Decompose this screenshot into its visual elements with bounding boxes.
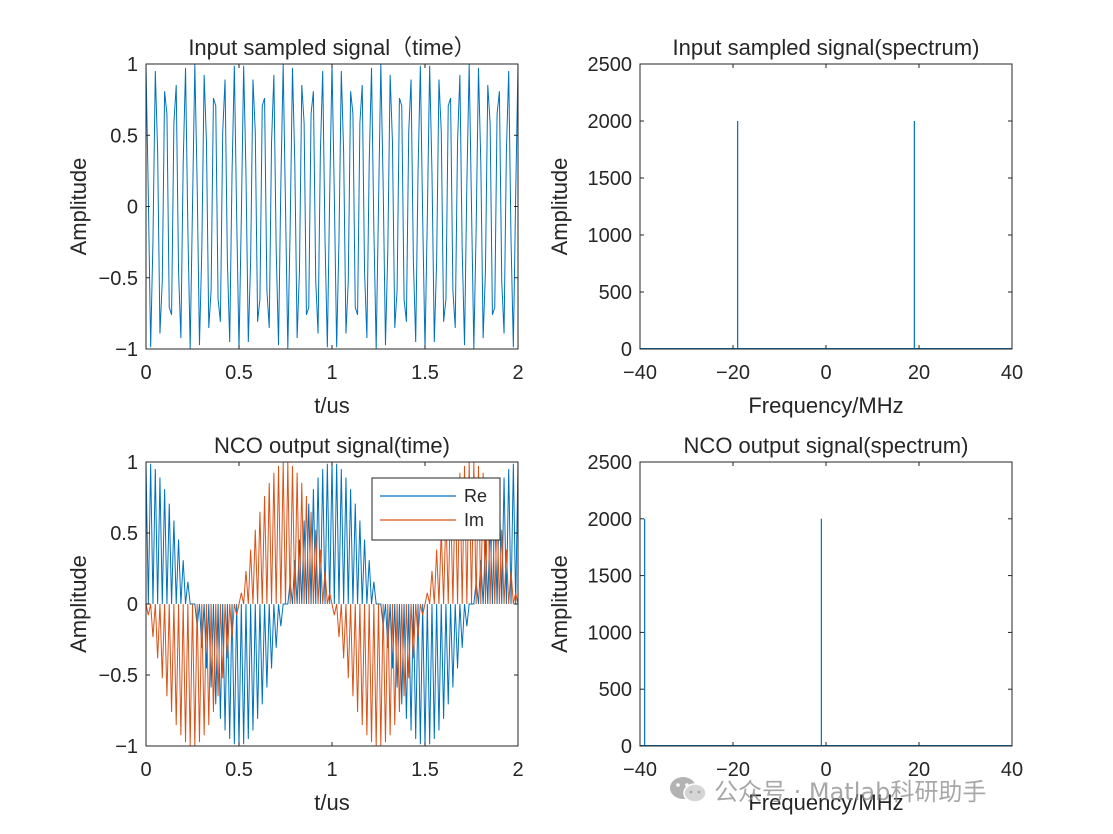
y-tick-label: 1 (127, 54, 138, 76)
x-tick-label: 0 (140, 759, 151, 781)
x-tick-label: 40 (1001, 759, 1023, 781)
x-tick-label: 2 (512, 759, 523, 781)
x-axis-label: t/us (314, 790, 349, 815)
x-axis-label: t/us (314, 393, 349, 418)
wechat-icon (670, 776, 707, 803)
y-tick-label: 0 (621, 339, 632, 361)
y-tick-label: 0 (127, 594, 138, 616)
y-axis-label: Amplitude (547, 555, 572, 653)
x-tick-label: 1 (326, 759, 337, 781)
y-tick-label: 0 (621, 736, 632, 758)
x-tick-label: 0 (140, 362, 151, 384)
plot-area (640, 462, 1012, 746)
y-axis-label: Amplitude (66, 158, 91, 256)
x-tick-label: 0.5 (225, 759, 253, 781)
y-tick-label: 0.5 (110, 523, 138, 545)
legend-label-re: Re (464, 486, 487, 506)
x-tick-label: 1 (326, 362, 337, 384)
chart-p4: −40 −20 0 20 40 0 500 1000 1500 2000 2500 NCO outpu… (547, 433, 1023, 815)
x-tick-label: −20 (716, 362, 750, 384)
y-tick-label: 1000 (588, 225, 633, 247)
x-tick-label: 2 (512, 362, 523, 384)
legend-box (371, 477, 501, 541)
plot-area (640, 64, 1012, 349)
y-tick-label: −1 (115, 736, 138, 758)
legend-label-im: Im (464, 510, 484, 530)
y-tick-label: 500 (599, 679, 632, 701)
plot-area (146, 64, 518, 349)
chart-p2: −40 −20 0 20 40 0 500 1000 1500 2000 2500 Input sam… (547, 35, 1023, 418)
x-tick-label: −40 (623, 362, 657, 384)
y-tick-label: 1500 (588, 168, 633, 190)
chart-title: NCO output signal(spectrum) (684, 433, 969, 458)
watermark-text: 公众号 · Matlab科研助手 (714, 778, 987, 806)
y-tick-label: 1500 (588, 566, 633, 588)
chart-title: Input sampled signal（time） (188, 35, 475, 60)
legend: Re Im (371, 477, 501, 541)
y-axis-label: Amplitude (66, 555, 91, 653)
x-tick-label: −20 (716, 759, 750, 781)
x-axis-label: Frequency/MHz (748, 393, 903, 418)
x-tick-label: 1.5 (411, 759, 439, 781)
data-layer (146, 64, 518, 349)
x-tick-label: 0.5 (225, 362, 253, 384)
x-tick-label: −40 (623, 759, 657, 781)
x-tick-label: 40 (1001, 362, 1023, 384)
chart-p1: 0 0.5 1 1.5 2 −1 −0.5 0 0.5 1 Input sampled signal… (66, 35, 524, 418)
x-tick-label: 0 (820, 362, 831, 384)
chart-title: NCO output signal(time) (214, 433, 450, 458)
chart-title: Input sampled signal(spectrum) (673, 35, 980, 60)
y-tick-label: 0.5 (110, 125, 138, 147)
y-tick-label: 2000 (588, 509, 633, 531)
y-tick-label: 2500 (588, 452, 633, 474)
y-tick-label: 0 (127, 197, 138, 219)
series-line-signal (146, 64, 518, 349)
y-axis-label: Amplitude (547, 158, 572, 256)
x-tick-label: 20 (908, 759, 930, 781)
y-tick-label: 2000 (588, 111, 633, 133)
chart-p3: 0 0.5 1 1.5 2 −1 −0.5 0 0.5 1 NCO output signal(ti… (66, 433, 524, 815)
y-tick-label: 2500 (588, 54, 633, 76)
x-axis-label: Frequency/MHz (748, 790, 903, 815)
y-tick-label: 1000 (588, 622, 633, 644)
series-line-re (146, 462, 518, 746)
x-tick-label: 0 (820, 759, 831, 781)
y-tick-label: −1 (115, 339, 138, 361)
x-tick-label: 20 (908, 362, 930, 384)
y-tick-label: −0.5 (99, 665, 138, 687)
y-tick-label: 1 (127, 452, 138, 474)
x-tick-label: 1.5 (411, 362, 439, 384)
watermark: 公众号 · Matlab科研助手 (668, 772, 986, 807)
y-tick-label: 500 (599, 282, 632, 304)
y-tick-label: −0.5 (99, 268, 138, 290)
